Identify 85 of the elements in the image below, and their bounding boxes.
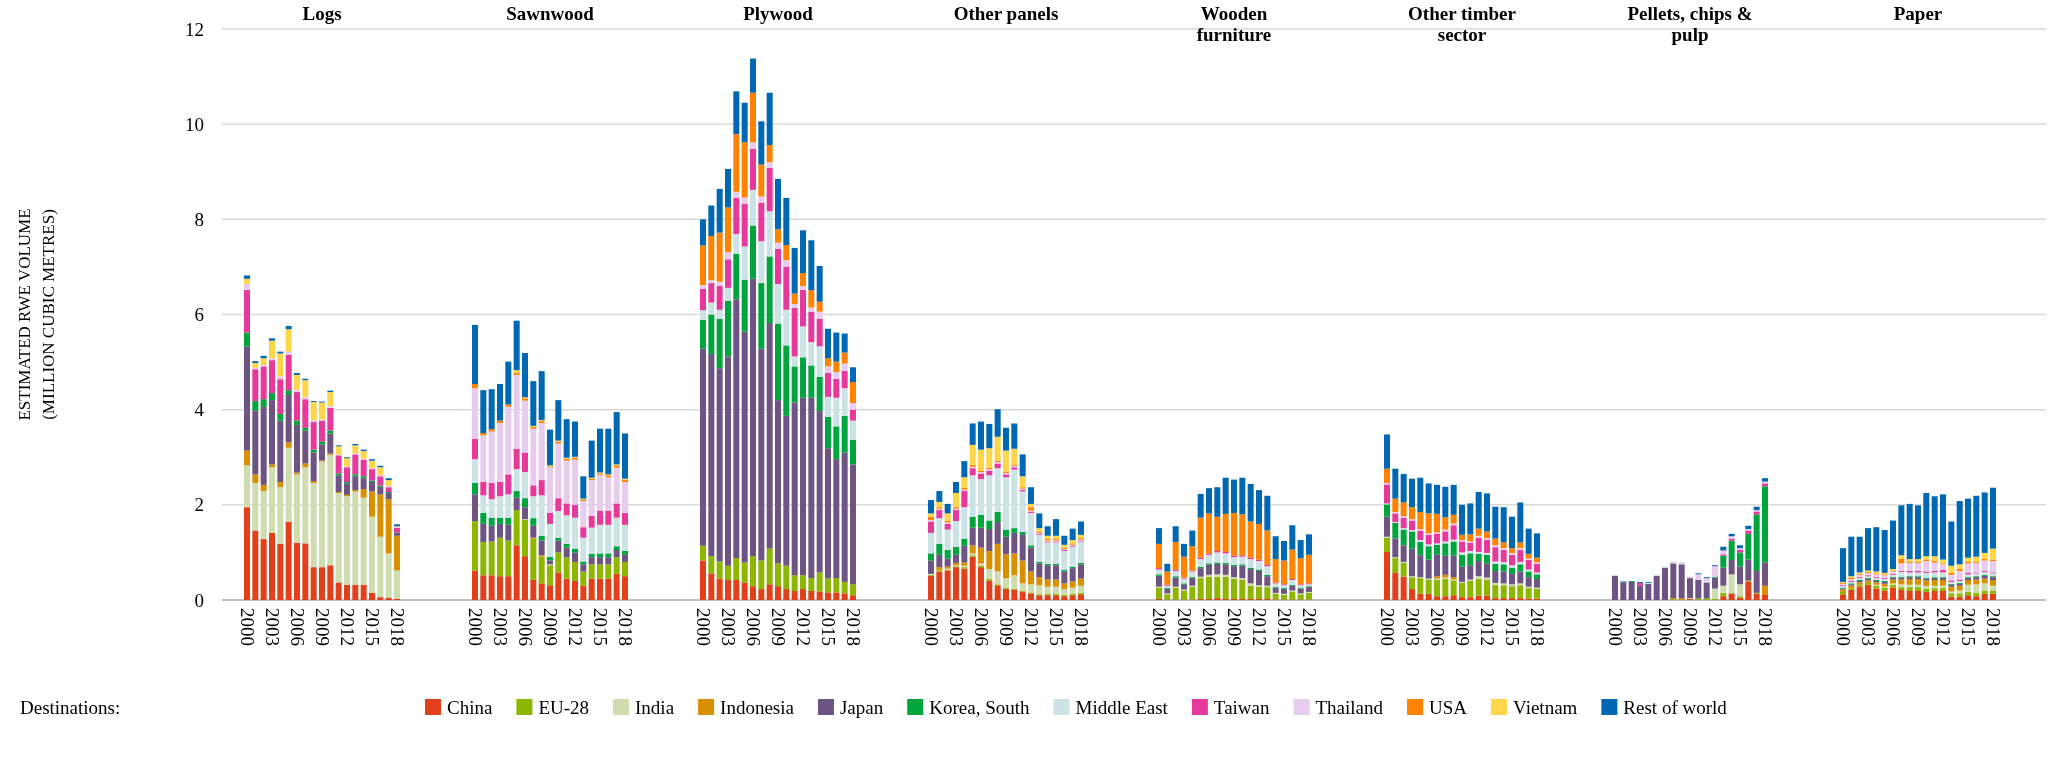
x-tick-label: 2012: [1020, 608, 1042, 646]
x-tick-label: 2000: [1376, 608, 1398, 646]
x-tick-label: 2006: [1654, 608, 1676, 646]
x-tick-label: 2003: [261, 608, 283, 646]
chart-title: Other timber sector: [1408, 3, 1517, 45]
x-tick-label: 2006: [286, 608, 308, 646]
x-tick-label: 2012: [336, 608, 358, 646]
chart-title: Sawnwood: [506, 3, 595, 24]
chart-title: Logs: [302, 3, 342, 24]
x-tick-label: 2000: [1832, 608, 1854, 646]
y-tick-label: 0: [194, 589, 204, 611]
legend-title: Destinations:: [20, 696, 121, 718]
x-tick-label: 2018: [614, 608, 636, 646]
x-tick-label: 2015: [1273, 608, 1295, 646]
legend-label: Rest of world: [1623, 696, 1728, 718]
legend-label: EU-28: [538, 696, 590, 718]
y-tick-label: 4: [194, 399, 205, 421]
x-tick-label: 2003: [1401, 608, 1423, 646]
x-tick-label: 2018: [386, 608, 408, 646]
x-tick-label: 2000: [236, 608, 258, 646]
x-tick-label: 2012: [792, 608, 814, 646]
y-tick-label: 6: [194, 304, 204, 325]
legend-label: USA: [1429, 696, 1468, 718]
x-tick-label: 2015: [1045, 608, 1067, 646]
x-tick-label: 2015: [1501, 608, 1523, 646]
legend-label: Korea, South: [929, 696, 1030, 718]
chart-title: Plywood: [743, 3, 814, 24]
x-tick-label: 2000: [1148, 608, 1170, 646]
x-tick-label: 2006: [1882, 608, 1904, 646]
chart-title: Paper: [1893, 3, 1943, 24]
x-tick-label: 2000: [692, 608, 714, 646]
x-tick-label: 2012: [1932, 608, 1954, 646]
x-tick-label: 2006: [970, 608, 992, 646]
x-tick-label: 2012: [1248, 608, 1270, 646]
x-tick-label: 2018: [1526, 608, 1548, 646]
y-axis-title: ESTIMATED RWE VOLUME (MILLION CUBIC METRES): [15, 208, 58, 421]
x-tick-label: 2015: [1957, 608, 1979, 646]
legend-label: Vietnam: [1513, 696, 1578, 718]
y-tick-label: 8: [194, 208, 204, 230]
x-tick-label: 2015: [589, 608, 611, 646]
x-tick-label: 2003: [1857, 608, 1879, 646]
x-tick-label: 2003: [489, 608, 511, 646]
x-tick-label: 2000: [1604, 608, 1626, 646]
x-tick-label: 2009: [1223, 608, 1245, 646]
chart-title: Wooden furniture: [1196, 3, 1272, 45]
x-tick-label: 2006: [1426, 608, 1448, 646]
x-tick-label: 2012: [1476, 608, 1498, 646]
legend-label: Thailand: [1315, 696, 1384, 718]
x-tick-label: 2018: [1070, 608, 1092, 646]
chart-title: Pellets, chips & pulp: [1627, 3, 1753, 45]
x-tick-label: 2006: [1198, 608, 1220, 646]
x-tick-label: 2015: [361, 608, 383, 646]
x-tick-label: 2018: [1754, 608, 1776, 646]
legend-label: China: [447, 696, 493, 718]
x-tick-label: 2003: [945, 608, 967, 646]
legend-label: Japan: [839, 696, 884, 718]
x-tick-label: 2003: [717, 608, 739, 646]
x-tick-label: 2006: [742, 608, 764, 646]
y-tick-label: 2: [194, 494, 204, 516]
x-tick-label: 2009: [311, 608, 333, 646]
legend-label: Middle East: [1075, 696, 1169, 718]
y-tick-label: 10: [185, 113, 204, 135]
x-tick-label: 2003: [1173, 608, 1195, 646]
x-tick-label: 2018: [1982, 608, 2004, 646]
x-tick-label: 2003: [1629, 608, 1651, 646]
x-tick-label: 2000: [464, 608, 486, 646]
x-tick-label: 2012: [564, 608, 586, 646]
x-tick-label: 2009: [1907, 608, 1929, 646]
chart-title: Other panels: [953, 3, 1059, 24]
x-tick-label: 2012: [1704, 608, 1726, 646]
x-tick-label: 2018: [842, 608, 864, 646]
legend-label: Indonesia: [720, 696, 795, 718]
y-tick-label: 12: [185, 18, 204, 40]
x-tick-label: 2009: [539, 608, 561, 646]
x-tick-label: 2009: [767, 608, 789, 646]
x-tick-label: 2009: [1451, 608, 1473, 646]
legend-label: India: [635, 696, 675, 718]
x-tick-label: 2009: [995, 608, 1017, 646]
x-tick-label: 2015: [817, 608, 839, 646]
x-tick-label: 2006: [514, 608, 536, 646]
x-tick-label: 2000: [920, 608, 942, 646]
x-tick-label: 2018: [1298, 608, 1320, 646]
legend-label: Taiwan: [1213, 696, 1270, 718]
x-tick-label: 2015: [1729, 608, 1751, 646]
x-tick-label: 2009: [1679, 608, 1701, 646]
